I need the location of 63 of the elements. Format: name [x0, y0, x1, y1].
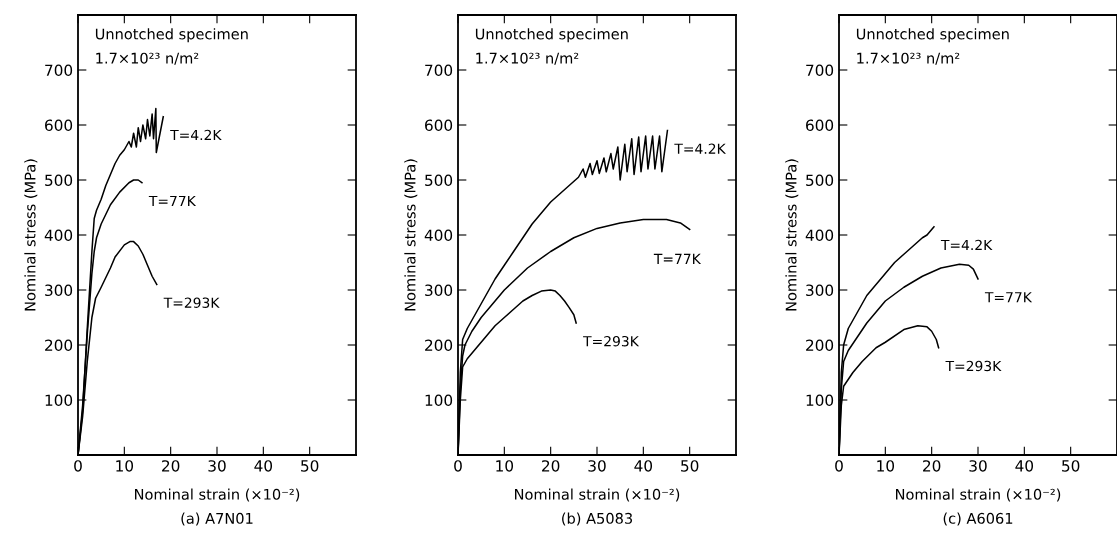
- series-label: T=77K: [653, 253, 702, 264]
- text: (b) A5083: [562, 512, 633, 526]
- y-tick-label: 600: [806, 119, 834, 132]
- y-tick-label: 500: [45, 174, 73, 187]
- x-tick-label: 20: [542, 460, 560, 472]
- y-tick-label: 600: [425, 119, 453, 132]
- annotation: 1.7×10²³ n/m²: [476, 52, 579, 65]
- y-tick-label: 700: [45, 64, 73, 77]
- y-axis-title: Nominal stress (MPa): [24, 159, 38, 311]
- y-tick-label: 400: [424, 229, 453, 242]
- x-axis-title: Nominal strain (×10⁻²): [135, 488, 300, 502]
- y-tick-label: 200: [425, 339, 453, 352]
- series-label: T=77K: [984, 292, 1033, 303]
- y-tick-label: 200: [806, 339, 834, 352]
- x-tick-label: 40: [634, 460, 653, 472]
- x-tick-label: 20: [162, 460, 180, 472]
- series-label: T=293K: [583, 335, 640, 347]
- x-axis-title: Nominal strain (×10⁻²): [896, 488, 1061, 502]
- x-axis-title: Nominal strain (×10⁻²): [515, 488, 680, 502]
- y-tick-label: 100: [806, 394, 834, 407]
- y-tick-label: 500: [425, 174, 453, 187]
- y-tick-label: 700: [425, 64, 453, 77]
- x-tick-label: 30: [588, 460, 606, 472]
- y-tick-label: 500: [806, 174, 834, 187]
- y-tick-label: 600: [45, 119, 73, 132]
- series-label: T=4.2K: [940, 239, 993, 251]
- y-axis-title: Nominal stress (MPa): [785, 159, 799, 311]
- x-tick-label: 50: [1062, 460, 1080, 472]
- x-tick-label: 20: [923, 460, 941, 472]
- annotation: Unnotched specimen: [475, 28, 628, 43]
- x-tick-label: 40: [1015, 460, 1034, 472]
- y-tick-label: 300: [45, 284, 73, 297]
- series-label: T=4.2K: [170, 129, 222, 141]
- x-tick-label: 0: [835, 460, 843, 472]
- annotation: 1.7×10²³ n/m²: [857, 52, 960, 65]
- y-tick-label: 700: [806, 64, 834, 77]
- series-label: T=293K: [163, 297, 220, 308]
- series-label: T=77K: [148, 195, 197, 207]
- y-tick-label: 300: [806, 284, 834, 297]
- y-tick-label: 300: [425, 284, 453, 297]
- x-tick-label: 50: [681, 460, 699, 472]
- x-tick-label: 10: [116, 460, 134, 472]
- y-tick-label: 100: [425, 394, 453, 407]
- y-tick-label: 200: [45, 339, 73, 352]
- x-tick-label: 10: [877, 460, 895, 472]
- text: (a) A7N01: [181, 512, 253, 526]
- y-tick-label: 400: [44, 229, 73, 242]
- x-tick-label: 10: [496, 460, 514, 472]
- x-tick-label: 0: [74, 460, 82, 472]
- y-tick-label: 400: [805, 229, 834, 242]
- series-label: T=293K: [945, 360, 1002, 372]
- annotation: 1.7×10²³ n/m²: [96, 52, 199, 65]
- y-axis-title: Nominal stress (MPa): [404, 159, 418, 311]
- y-tick-label: 100: [45, 394, 73, 407]
- x-tick-label: 30: [208, 460, 226, 472]
- annotation: Unnotched specimen: [95, 28, 248, 43]
- x-tick-label: 30: [969, 460, 987, 472]
- text: (c) A6061: [943, 512, 1013, 526]
- series-label: T=4.2K: [674, 143, 726, 154]
- x-tick-label: 0: [454, 460, 462, 472]
- annotation: Unnotched specimen: [856, 28, 1009, 43]
- x-tick-label: 40: [254, 460, 273, 472]
- x-tick-label: 50: [301, 460, 319, 472]
